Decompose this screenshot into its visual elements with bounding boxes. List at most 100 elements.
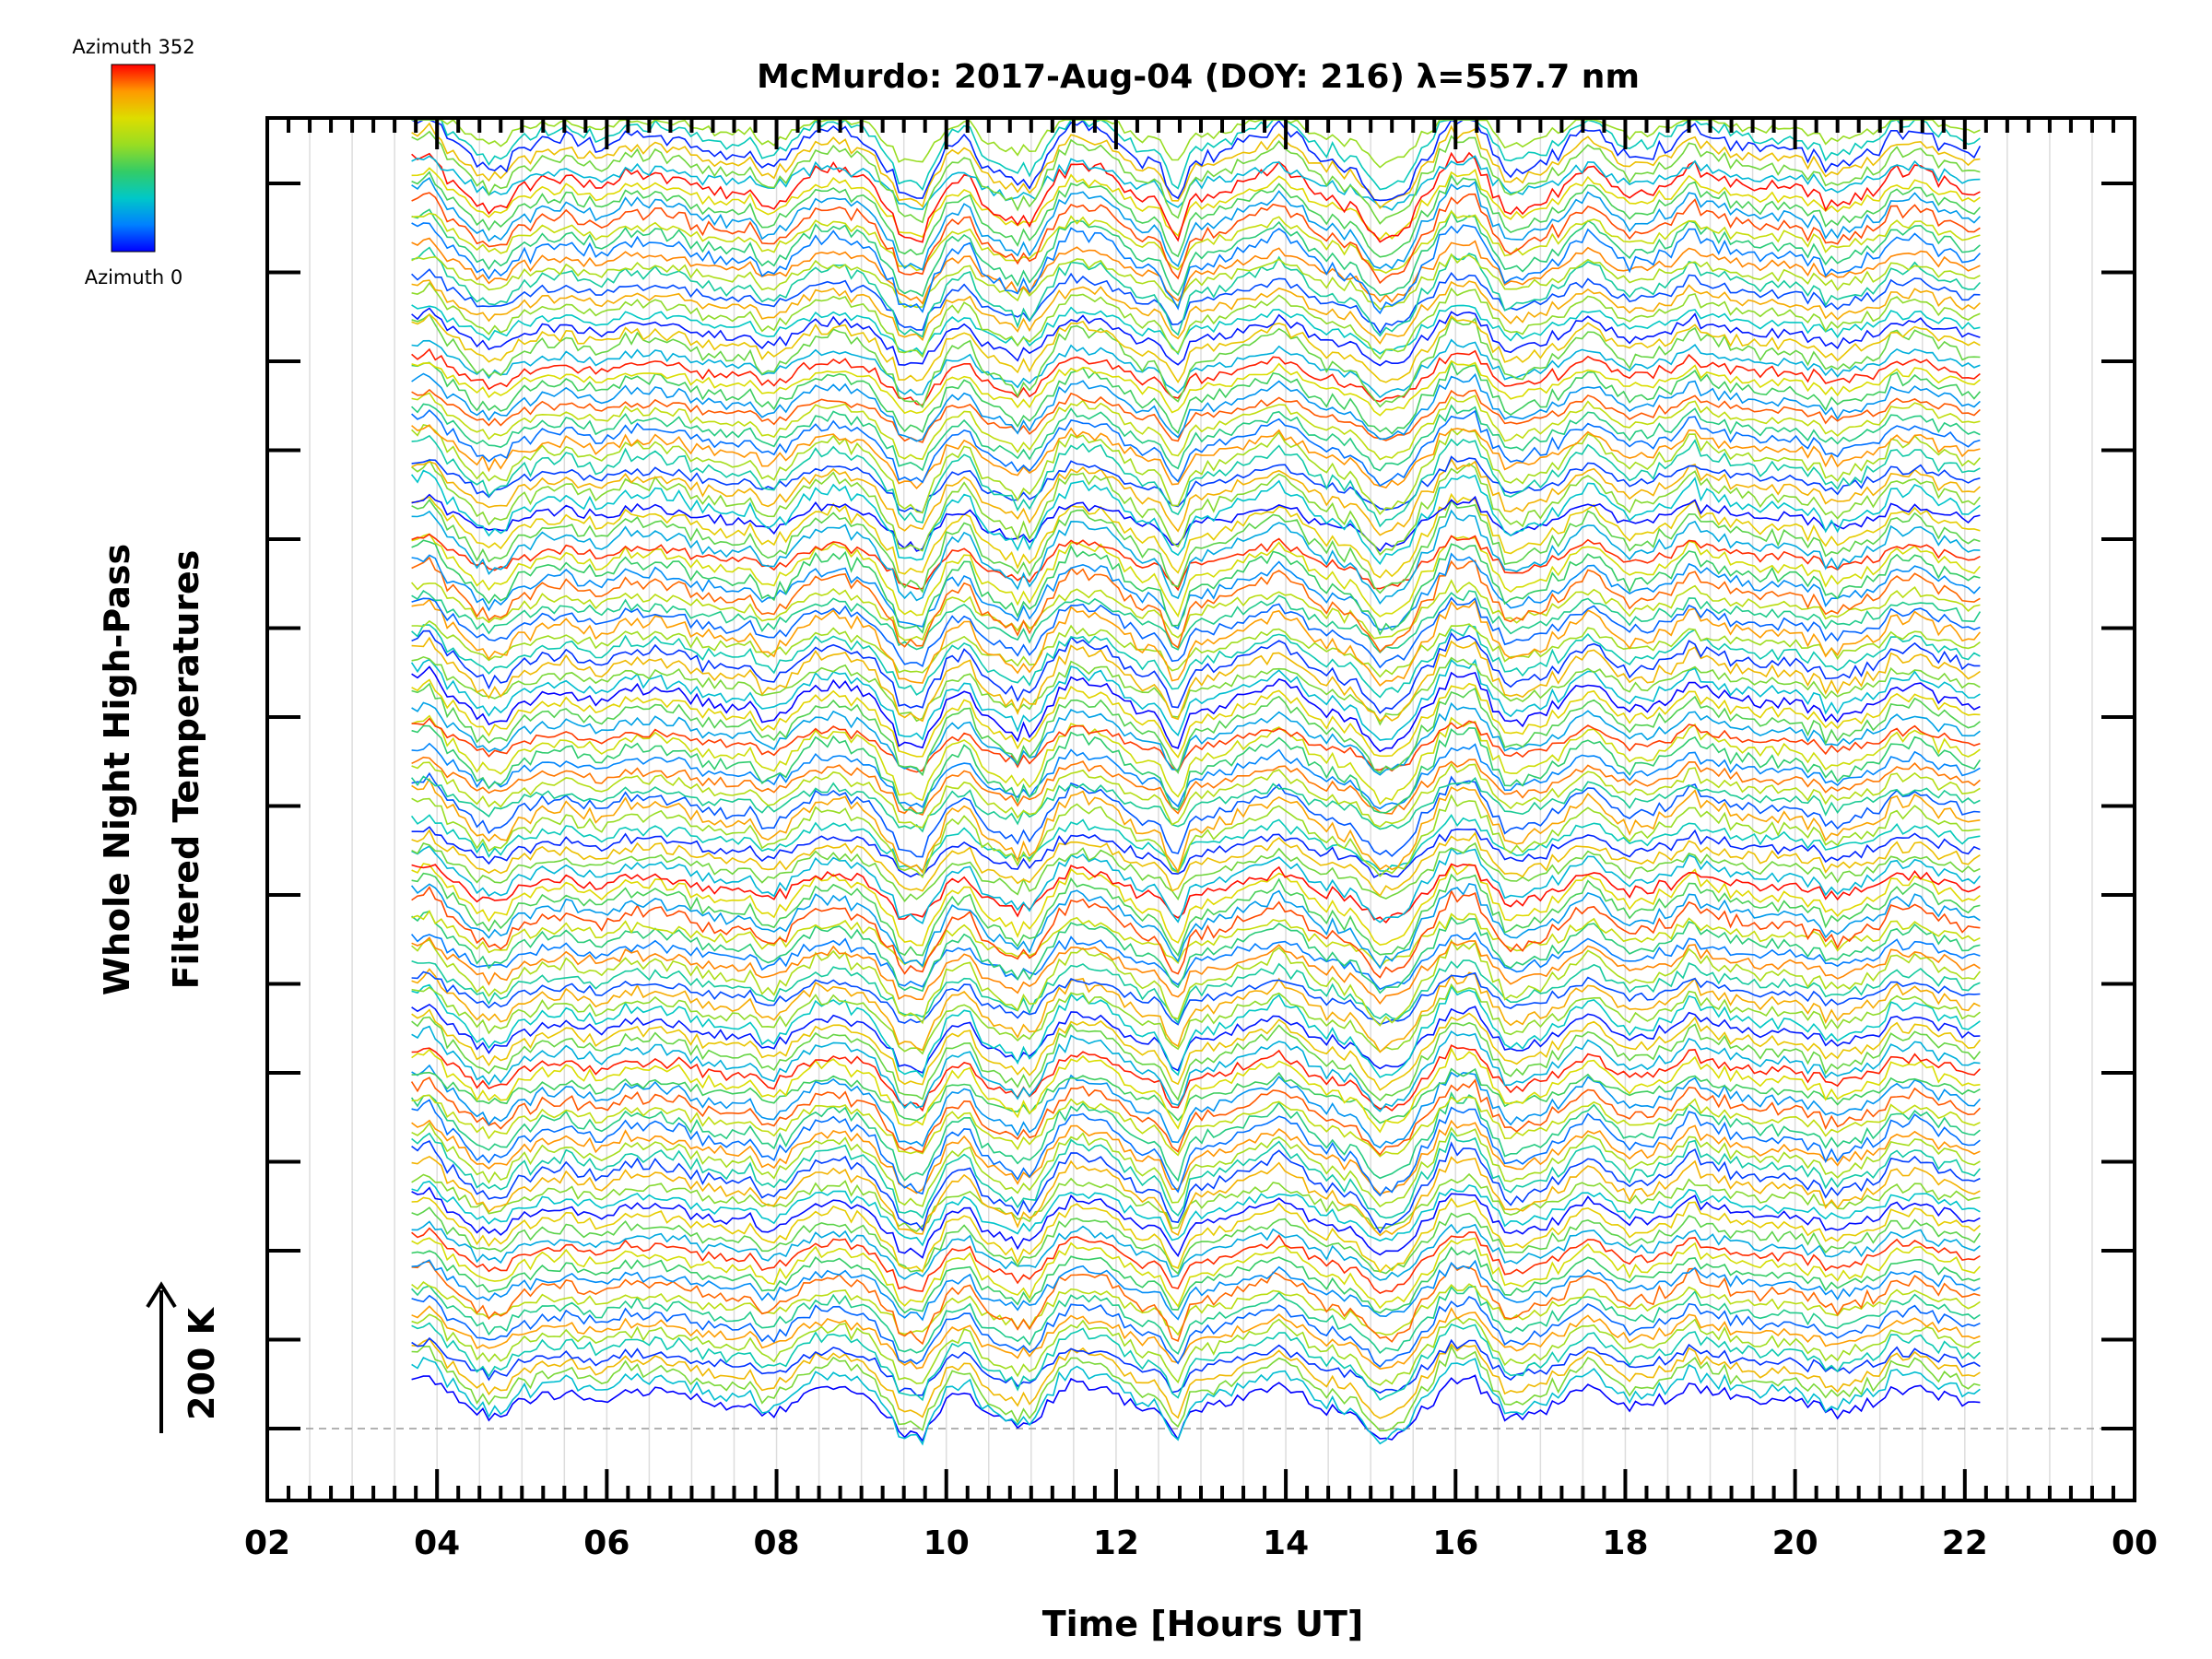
series-line [411,1322,1981,1402]
series-line [411,1356,1981,1446]
series-line [411,313,1981,409]
series-line [411,1206,1982,1276]
series-line [411,424,1981,489]
series-line [411,598,1982,687]
series-line [411,237,1981,305]
x-tick-label: 18 [1602,1524,1648,1562]
series-line [411,1016,1982,1102]
x-tick-label: 14 [1263,1524,1309,1562]
series-line [411,434,1981,528]
series-line [411,122,1981,209]
series-line [411,1119,1981,1195]
series-line [411,1155,1981,1237]
series-line [411,1220,1981,1281]
series-line [411,556,1981,653]
series-line [411,636,1981,723]
series-line [411,1003,1981,1075]
vertical-gridlines [309,118,2093,1500]
series-line [411,1044,1981,1112]
x-tick-label: 22 [1942,1524,1988,1562]
series-line [411,1285,1981,1355]
series-line [411,1067,1981,1124]
series-line [411,171,1981,258]
series-line [411,499,1981,594]
series-line [411,845,1982,924]
series-line [411,678,1981,759]
scale-bar-label: 200 K [182,1306,222,1420]
chart-title: McMurdo: 2017-Aug-04 (DOY: 216) λ=557.7 … [757,58,1640,96]
series-line [411,1294,1981,1368]
series-line [411,982,1981,1055]
series-line [411,151,1981,243]
series-line [411,714,1981,806]
series-line [410,658,1981,741]
x-tick-label: 16 [1432,1524,1478,1562]
series-line [411,307,1981,367]
colorbar-gradient [111,64,156,253]
series-line [411,983,1981,1078]
series-line [411,279,1981,345]
series-line [411,304,1981,356]
x-tick-label: 10 [924,1524,970,1562]
series-line [411,493,1981,552]
series-line [411,455,1981,514]
series-line [411,347,1981,406]
series-line [411,155,1981,211]
series-line [411,742,1981,810]
series-line [411,359,1982,435]
series-line [410,1091,1981,1182]
series-line [411,938,1982,1027]
series-line [411,281,1981,360]
series-line [411,863,1981,947]
series-line [411,1313,1981,1386]
series-line [411,338,1981,399]
series-line [411,457,1981,536]
y-axis-label-line1: Whole Night High-Pass [97,544,137,995]
series-line [411,388,1981,443]
series-line [411,208,1981,298]
series-line [411,403,1981,472]
series-line [411,1196,1981,1274]
series-line [411,1345,1981,1432]
series-line [411,655,1981,726]
series-line [411,118,1981,192]
series-line [411,130,1981,225]
x-tick-label: 08 [753,1524,799,1562]
scale-bar-arrow-head [146,1281,177,1309]
series-line [411,509,1981,605]
x-tick-label: 20 [1772,1524,1818,1562]
series-line [411,1374,1981,1442]
series-line [411,1064,1981,1149]
series-line [411,682,1981,777]
series-line [411,359,1981,417]
x-axis-label: Time [Hours UT] [1042,1604,1364,1644]
series-line [411,1336,1981,1396]
series-line [411,533,1981,592]
series-line [411,458,1982,556]
series-line [411,1305,1981,1371]
series-line [411,1186,1981,1259]
series-line [410,1077,1981,1157]
series-line [411,968,1981,1053]
colorbar-bottom-label: Azimuth 0 [85,266,183,288]
series-line [411,886,1981,979]
series-line [411,392,1981,461]
series-line [411,724,1982,815]
series-line [411,1122,1981,1208]
series-line [411,492,1981,579]
series-line [411,1172,1981,1233]
series-line [411,539,1981,636]
x-tick-label: 02 [244,1524,290,1562]
series-line [411,596,1981,669]
series-line [411,1025,1981,1112]
series-line [411,909,1981,969]
x-tick-labels: 02 04 06 08 10 12 14 16 18 20 22 00 [244,1524,2158,1562]
series-line [411,552,1981,631]
series-line [411,624,1981,699]
series-line [411,629,1981,714]
series-line [410,469,1981,565]
series-line [411,372,1981,442]
series-line [411,829,1981,898]
series-line [411,268,1981,335]
series-line [411,701,1981,776]
